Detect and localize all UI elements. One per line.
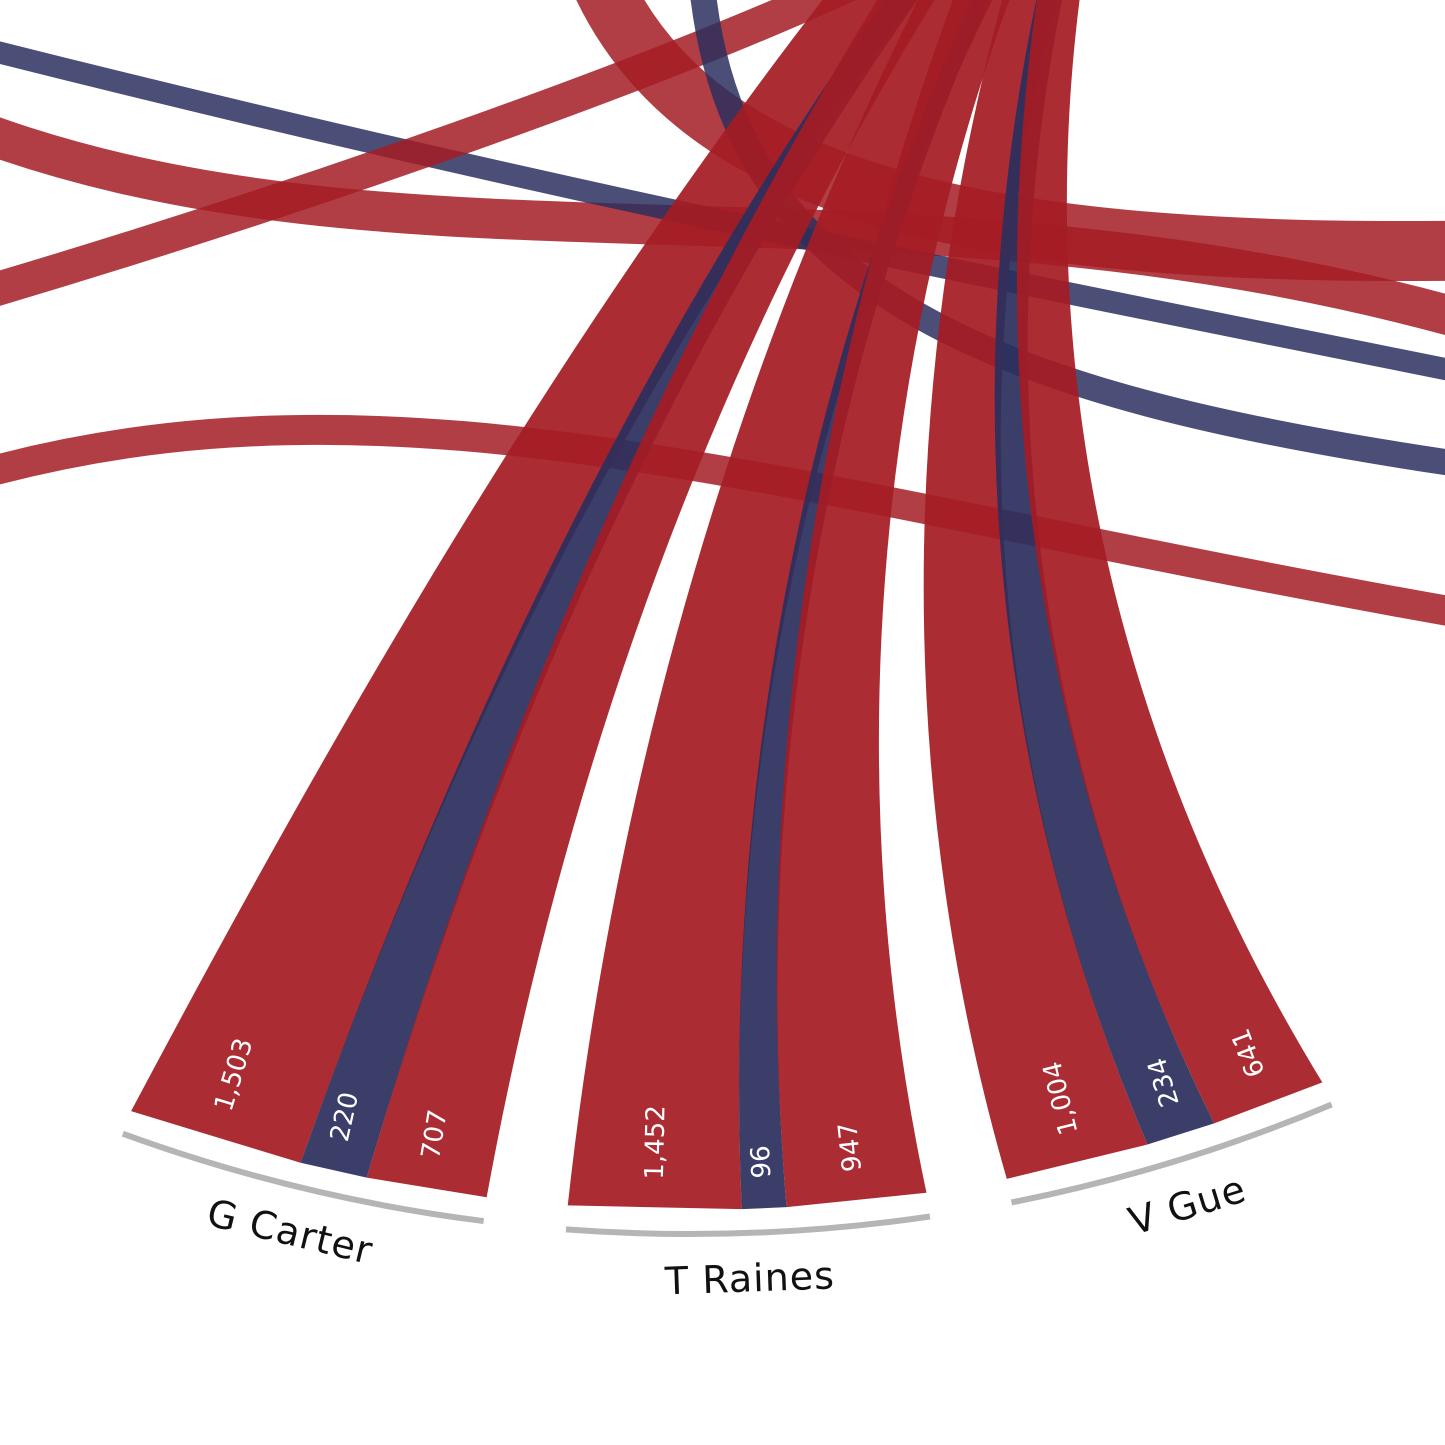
ribbon [300, 0, 918, 1178]
group-name: T Raines [663, 1253, 835, 1303]
group-name: V Gue [1124, 1167, 1252, 1244]
value-label: 96 [746, 1145, 777, 1179]
value-label: 947 [833, 1121, 868, 1173]
ribbon [923, 0, 1148, 1179]
value-label: 1,452 [640, 1105, 672, 1180]
ribbon [366, 0, 935, 1198]
ribbon [994, 0, 1215, 1145]
ribbon [0, 0, 856, 306]
group-name: G Carter [203, 1191, 377, 1274]
group-arc [121, 1130, 485, 1225]
ribbon [567, 0, 993, 1210]
ribbon [776, 0, 1010, 1208]
group-arc [1010, 1101, 1333, 1206]
ribbon [1016, 0, 1323, 1124]
ribbon [131, 0, 916, 1163]
ribbon [739, 0, 990, 1210]
group-arc [565, 1213, 931, 1237]
